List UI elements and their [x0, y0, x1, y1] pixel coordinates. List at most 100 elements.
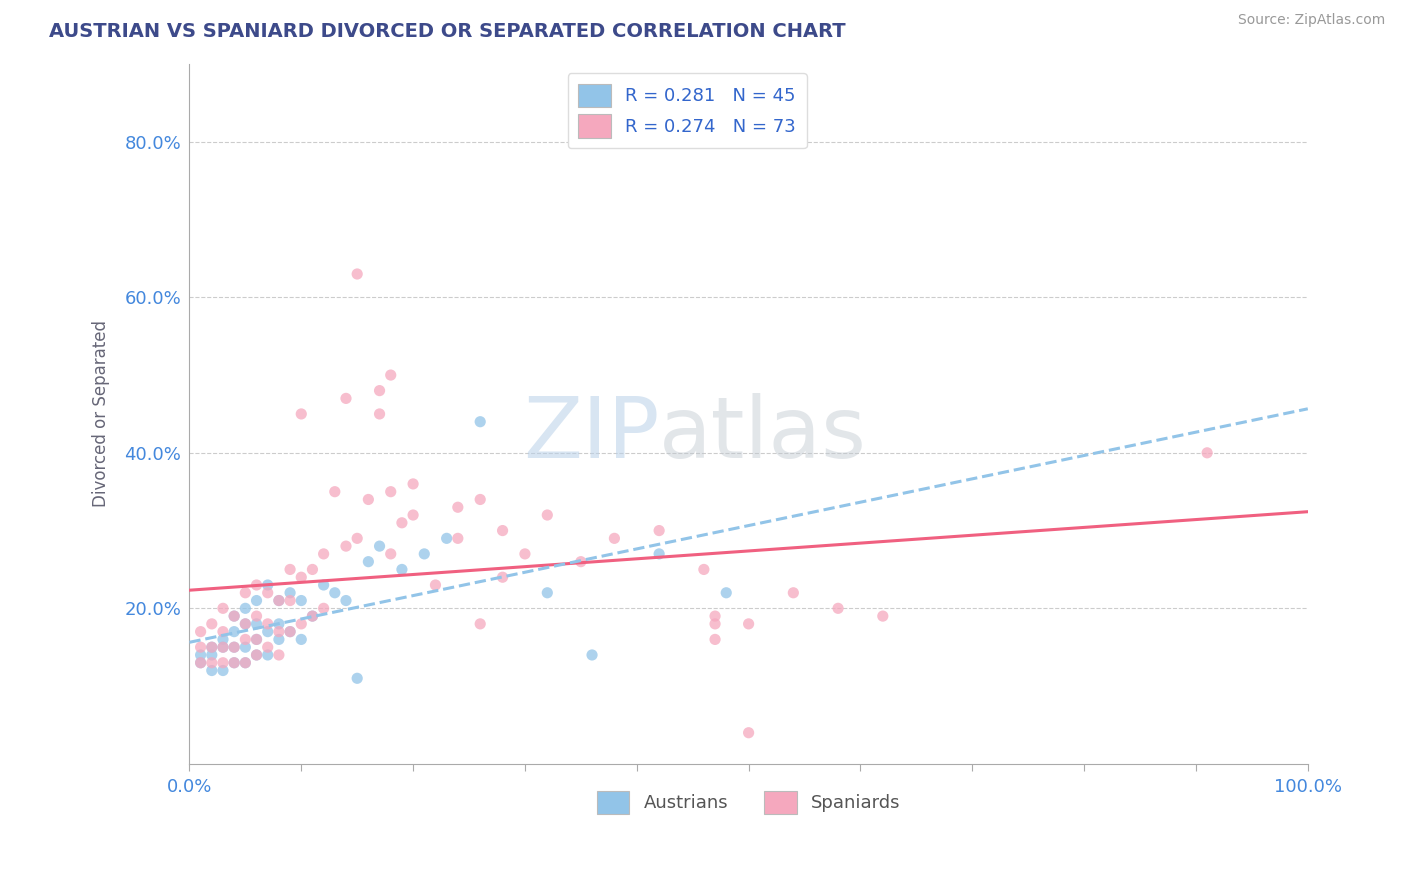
Point — [704, 609, 727, 624]
Point — [357, 492, 380, 507]
Point — [190, 656, 212, 670]
Point — [447, 532, 470, 546]
Point — [224, 640, 246, 655]
Y-axis label: Divorced or Separated: Divorced or Separated — [93, 320, 110, 508]
Point — [212, 640, 235, 655]
Point — [693, 562, 716, 576]
Point — [368, 384, 391, 398]
Point — [245, 648, 267, 662]
Point — [491, 524, 513, 538]
Point — [224, 656, 246, 670]
Point — [245, 632, 267, 647]
Point — [491, 570, 513, 584]
Point — [402, 508, 425, 522]
Point — [233, 656, 256, 670]
Point — [233, 640, 256, 655]
Point — [256, 640, 278, 655]
Point — [212, 656, 235, 670]
Point — [278, 624, 301, 639]
Legend: Austrians, Spaniards: Austrians, Spaniards — [586, 780, 911, 825]
Point — [278, 593, 301, 607]
Text: Source: ZipAtlas.com: Source: ZipAtlas.com — [1237, 13, 1385, 28]
Point — [470, 415, 492, 429]
Point — [827, 601, 849, 615]
Point — [245, 593, 267, 607]
Point — [212, 664, 235, 678]
Point — [267, 593, 290, 607]
Point — [290, 593, 312, 607]
Point — [190, 624, 212, 639]
Point — [233, 616, 256, 631]
Point — [648, 547, 671, 561]
Point — [201, 616, 224, 631]
Point — [245, 616, 267, 631]
Text: AUSTRIAN VS SPANIARD DIVORCED OR SEPARATED CORRELATION CHART: AUSTRIAN VS SPANIARD DIVORCED OR SEPARAT… — [49, 22, 846, 41]
Point — [581, 648, 603, 662]
Point — [357, 555, 380, 569]
Point — [346, 671, 368, 685]
Point — [380, 484, 402, 499]
Text: ZIP: ZIP — [523, 393, 659, 476]
Point — [413, 547, 436, 561]
Point — [290, 407, 312, 421]
Point — [323, 484, 346, 499]
Point — [335, 539, 357, 553]
Point — [201, 664, 224, 678]
Point — [256, 624, 278, 639]
Point — [201, 656, 224, 670]
Point — [301, 609, 323, 624]
Point — [536, 508, 558, 522]
Point — [212, 640, 235, 655]
Point — [704, 632, 727, 647]
Point — [256, 648, 278, 662]
Point — [436, 532, 458, 546]
Point — [278, 624, 301, 639]
Point — [301, 609, 323, 624]
Point — [224, 656, 246, 670]
Point — [245, 578, 267, 592]
Text: atlas: atlas — [659, 393, 868, 476]
Point — [312, 578, 335, 592]
Point — [716, 586, 738, 600]
Point — [267, 624, 290, 639]
Point — [267, 648, 290, 662]
Point — [872, 609, 894, 624]
Point — [513, 547, 536, 561]
Point — [380, 547, 402, 561]
Point — [233, 656, 256, 670]
Point — [391, 562, 413, 576]
Point — [323, 586, 346, 600]
Point — [224, 640, 246, 655]
Point — [201, 640, 224, 655]
Point — [290, 616, 312, 631]
Point — [470, 616, 492, 631]
Point — [335, 593, 357, 607]
Point — [190, 640, 212, 655]
Point — [737, 616, 759, 631]
Point — [368, 539, 391, 553]
Point — [224, 609, 246, 624]
Point — [190, 648, 212, 662]
Point — [190, 656, 212, 670]
Point — [256, 616, 278, 631]
Point — [256, 578, 278, 592]
Point — [233, 601, 256, 615]
Point — [335, 392, 357, 406]
Point — [267, 632, 290, 647]
Point — [233, 632, 256, 647]
Point — [603, 532, 626, 546]
Point — [380, 368, 402, 382]
Point — [704, 616, 727, 631]
Point — [346, 532, 368, 546]
Point — [278, 562, 301, 576]
Point — [368, 407, 391, 421]
Point — [278, 586, 301, 600]
Point — [447, 500, 470, 515]
Point — [569, 555, 592, 569]
Point — [201, 640, 224, 655]
Point — [267, 616, 290, 631]
Point — [245, 632, 267, 647]
Point — [290, 570, 312, 584]
Point — [425, 578, 447, 592]
Point — [212, 632, 235, 647]
